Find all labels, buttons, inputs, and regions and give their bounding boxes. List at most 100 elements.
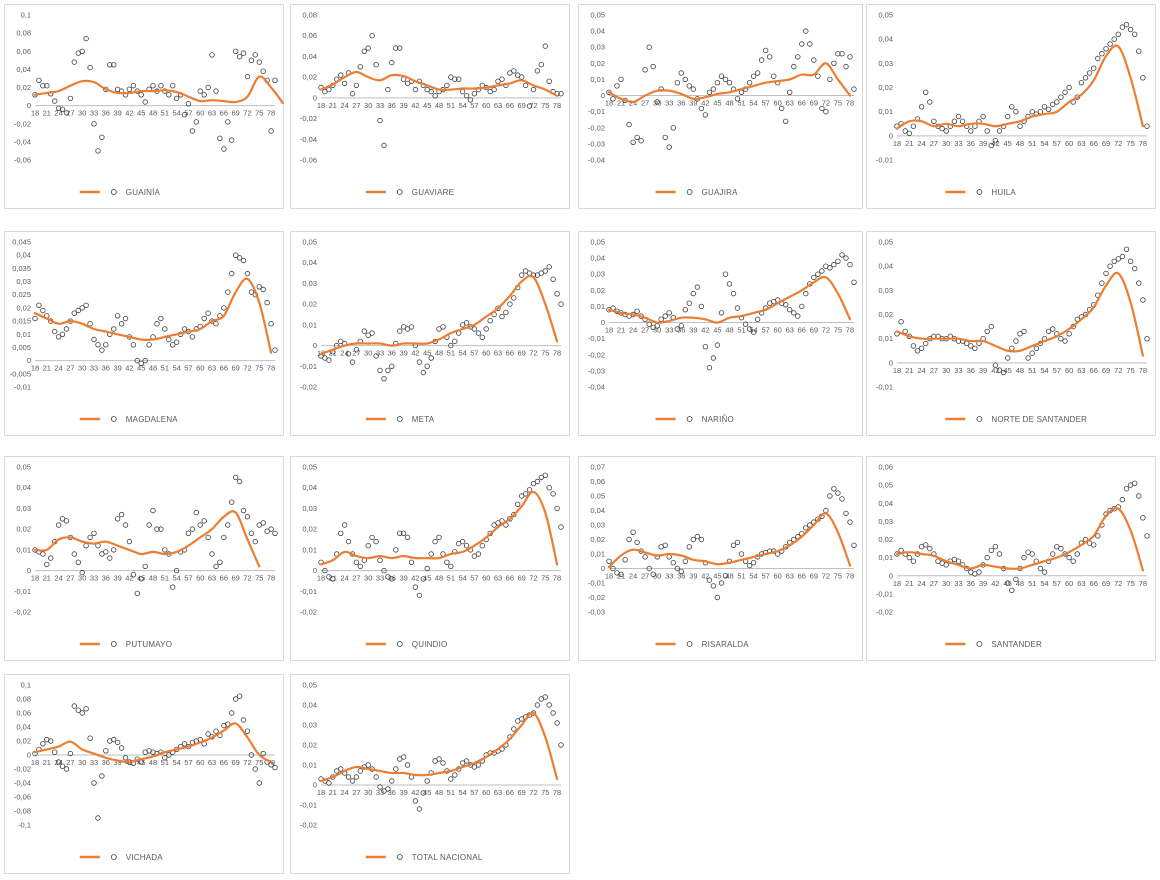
data-point xyxy=(1127,258,1134,264)
x-tick-label: 48 xyxy=(435,101,443,110)
data-point xyxy=(236,693,243,699)
y-tick-label: 0,05 xyxy=(878,238,893,247)
data-point xyxy=(618,76,624,83)
data-point xyxy=(682,306,688,313)
data-point xyxy=(448,74,454,80)
data-point xyxy=(734,539,741,546)
data-point xyxy=(95,148,101,154)
data-point xyxy=(823,108,829,115)
data-point xyxy=(606,89,612,95)
data-point xyxy=(698,105,705,112)
x-tick-label: 57 xyxy=(184,758,192,767)
x-tick-label: 18 xyxy=(317,788,325,797)
data-point xyxy=(847,261,853,268)
data-point xyxy=(546,78,552,84)
x-tick-label: 27 xyxy=(641,99,649,108)
x-tick-label: 63 xyxy=(208,574,216,583)
data-point xyxy=(1090,65,1097,71)
data-point xyxy=(634,134,640,141)
x-tick-label: 18 xyxy=(893,579,901,588)
data-point xyxy=(389,576,395,582)
data-point xyxy=(459,538,466,545)
data-point xyxy=(213,320,219,327)
data-point xyxy=(690,86,696,92)
y-tick-label: 0,02 xyxy=(16,83,31,92)
data-point xyxy=(122,315,129,322)
legend-marker-icon xyxy=(110,641,117,647)
data-point xyxy=(244,73,251,80)
data-point xyxy=(1049,551,1056,557)
x-tick-label: 30 xyxy=(653,99,661,108)
chart-svg: 0,06 0,05 0,04 0,03 0,02 0,01 0 -0,01 -0,02 18 21 2… xyxy=(876,463,1150,649)
y-tick-label: 0,04 xyxy=(302,52,317,61)
data-point xyxy=(650,571,656,577)
data-point xyxy=(791,310,797,316)
y-tick-label: 0,06 xyxy=(16,709,31,718)
data-point xyxy=(373,353,379,359)
data-point xyxy=(847,54,853,60)
y-tick-label: -0,01 xyxy=(300,362,317,371)
x-tick-label: 60 xyxy=(482,788,490,797)
x-tick-label: 75 xyxy=(541,349,549,358)
x-tick-label: 30 xyxy=(78,364,86,373)
data-point xyxy=(162,547,168,553)
x-tick-label: 57 xyxy=(470,788,478,797)
y-tick-label: 0,01 xyxy=(878,107,893,116)
data-point xyxy=(795,313,801,319)
data-point xyxy=(843,510,849,517)
y-tick-label: 0 xyxy=(27,566,31,575)
data-point xyxy=(40,82,46,89)
data-point xyxy=(264,528,270,534)
data-point xyxy=(1107,263,1113,269)
y-tick-label: 0,05 xyxy=(590,492,605,501)
x-tick-label: 18 xyxy=(605,326,613,335)
data-point xyxy=(526,487,533,493)
x-tick-label: 72 xyxy=(1114,366,1122,375)
data-point xyxy=(475,330,482,336)
data-point xyxy=(385,786,391,792)
x-tick-label: 39 xyxy=(979,579,987,588)
chart-panel-narino: 0,05 0,04 0,03 0,02 0,01 0 -0,01 -0,02 -0,03 -0,0… xyxy=(578,231,863,436)
y-tick-label: -0,02 xyxy=(300,114,317,123)
x-tick-label: 30 xyxy=(364,101,372,110)
x-tick-label: 63 xyxy=(208,109,216,118)
y-tick-label: 0,005 xyxy=(12,343,31,352)
x-tick-label: 66 xyxy=(506,101,514,110)
data-point xyxy=(213,563,219,570)
data-point xyxy=(1037,108,1044,115)
x-tick-label: 72 xyxy=(1114,579,1122,588)
data-point xyxy=(706,577,713,583)
data-point xyxy=(803,28,809,34)
x-tick-label: 63 xyxy=(786,326,794,335)
legend-marker-icon xyxy=(110,189,117,195)
y-tick-label: 0 xyxy=(889,131,893,140)
data-point xyxy=(420,790,426,796)
y-tick-label: 0 xyxy=(27,356,31,365)
data-point xyxy=(666,554,672,560)
data-point xyxy=(408,559,415,565)
data-point xyxy=(444,82,450,89)
data-point xyxy=(107,62,113,68)
y-tick-label: -0,06 xyxy=(300,156,317,165)
y-tick-label: 0,1 xyxy=(21,681,31,690)
data-point xyxy=(923,340,929,347)
data-point xyxy=(694,533,701,540)
x-tick-label: 60 xyxy=(774,326,782,335)
x-tick-label: 63 xyxy=(786,572,794,581)
x-tick-label: 24 xyxy=(629,572,637,581)
y-tick-label: 0,05 xyxy=(302,463,317,472)
x-tick-label: 78 xyxy=(846,99,854,108)
y-tick-label: 0 xyxy=(889,571,893,580)
data-point xyxy=(910,558,917,564)
data-point xyxy=(181,741,188,747)
data-point xyxy=(272,764,278,771)
x-tick-label: 36 xyxy=(967,139,975,148)
chart-panel-santander: 0,06 0,05 0,04 0,03 0,02 0,01 0 -0,01 -0,02 18 21 2… xyxy=(866,456,1156,661)
data-point xyxy=(786,306,793,313)
data-point xyxy=(618,571,624,577)
y-tick-label: 0,03 xyxy=(590,43,605,52)
data-point xyxy=(662,313,668,319)
chart-panel-guajira: 0,05 0,04 0,03 0,02 0,01 0 -0,01 -0,02 -0,03 -0,0… xyxy=(578,4,863,209)
y-tick-label: -0,06 xyxy=(14,793,31,802)
data-point xyxy=(48,738,54,744)
